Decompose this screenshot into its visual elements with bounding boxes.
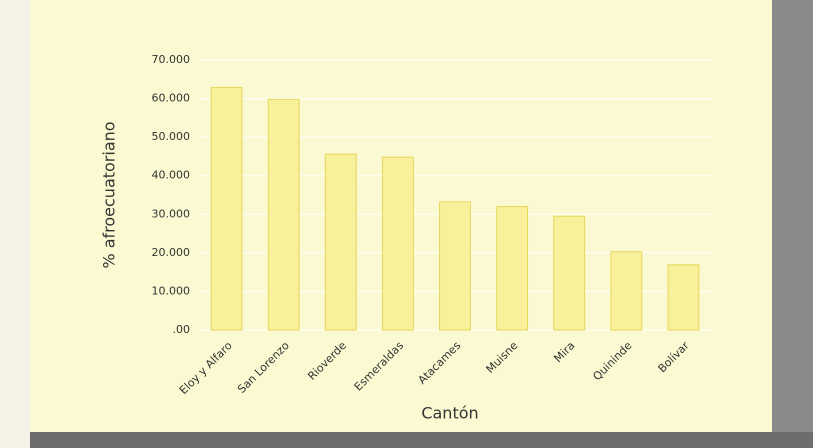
torn-edge-right [772, 0, 813, 448]
y-tick-label: 40.000 [152, 169, 191, 182]
bar [610, 251, 643, 331]
bar [496, 206, 529, 331]
bar [324, 153, 357, 331]
y-tick-label: 20.000 [152, 246, 191, 259]
bar [210, 86, 243, 331]
bar [553, 215, 586, 331]
y-axis-label: % afroecuatoriano [100, 121, 119, 268]
bar [667, 264, 700, 331]
y-tick-label: 70.000 [152, 53, 191, 66]
y-tick-label: 50.000 [152, 130, 191, 143]
bar [267, 98, 300, 331]
torn-edge-bottom [0, 432, 813, 448]
bar [381, 156, 414, 331]
y-tick-label: 10.000 [152, 284, 191, 297]
torn-edge-left [0, 0, 30, 448]
y-tick-label: 30.000 [152, 207, 191, 220]
y-tick-label: 60.000 [152, 92, 191, 105]
x-axis-label: Cantón [421, 404, 478, 423]
bar [439, 201, 471, 331]
y-tick-label: .00 [173, 323, 191, 336]
